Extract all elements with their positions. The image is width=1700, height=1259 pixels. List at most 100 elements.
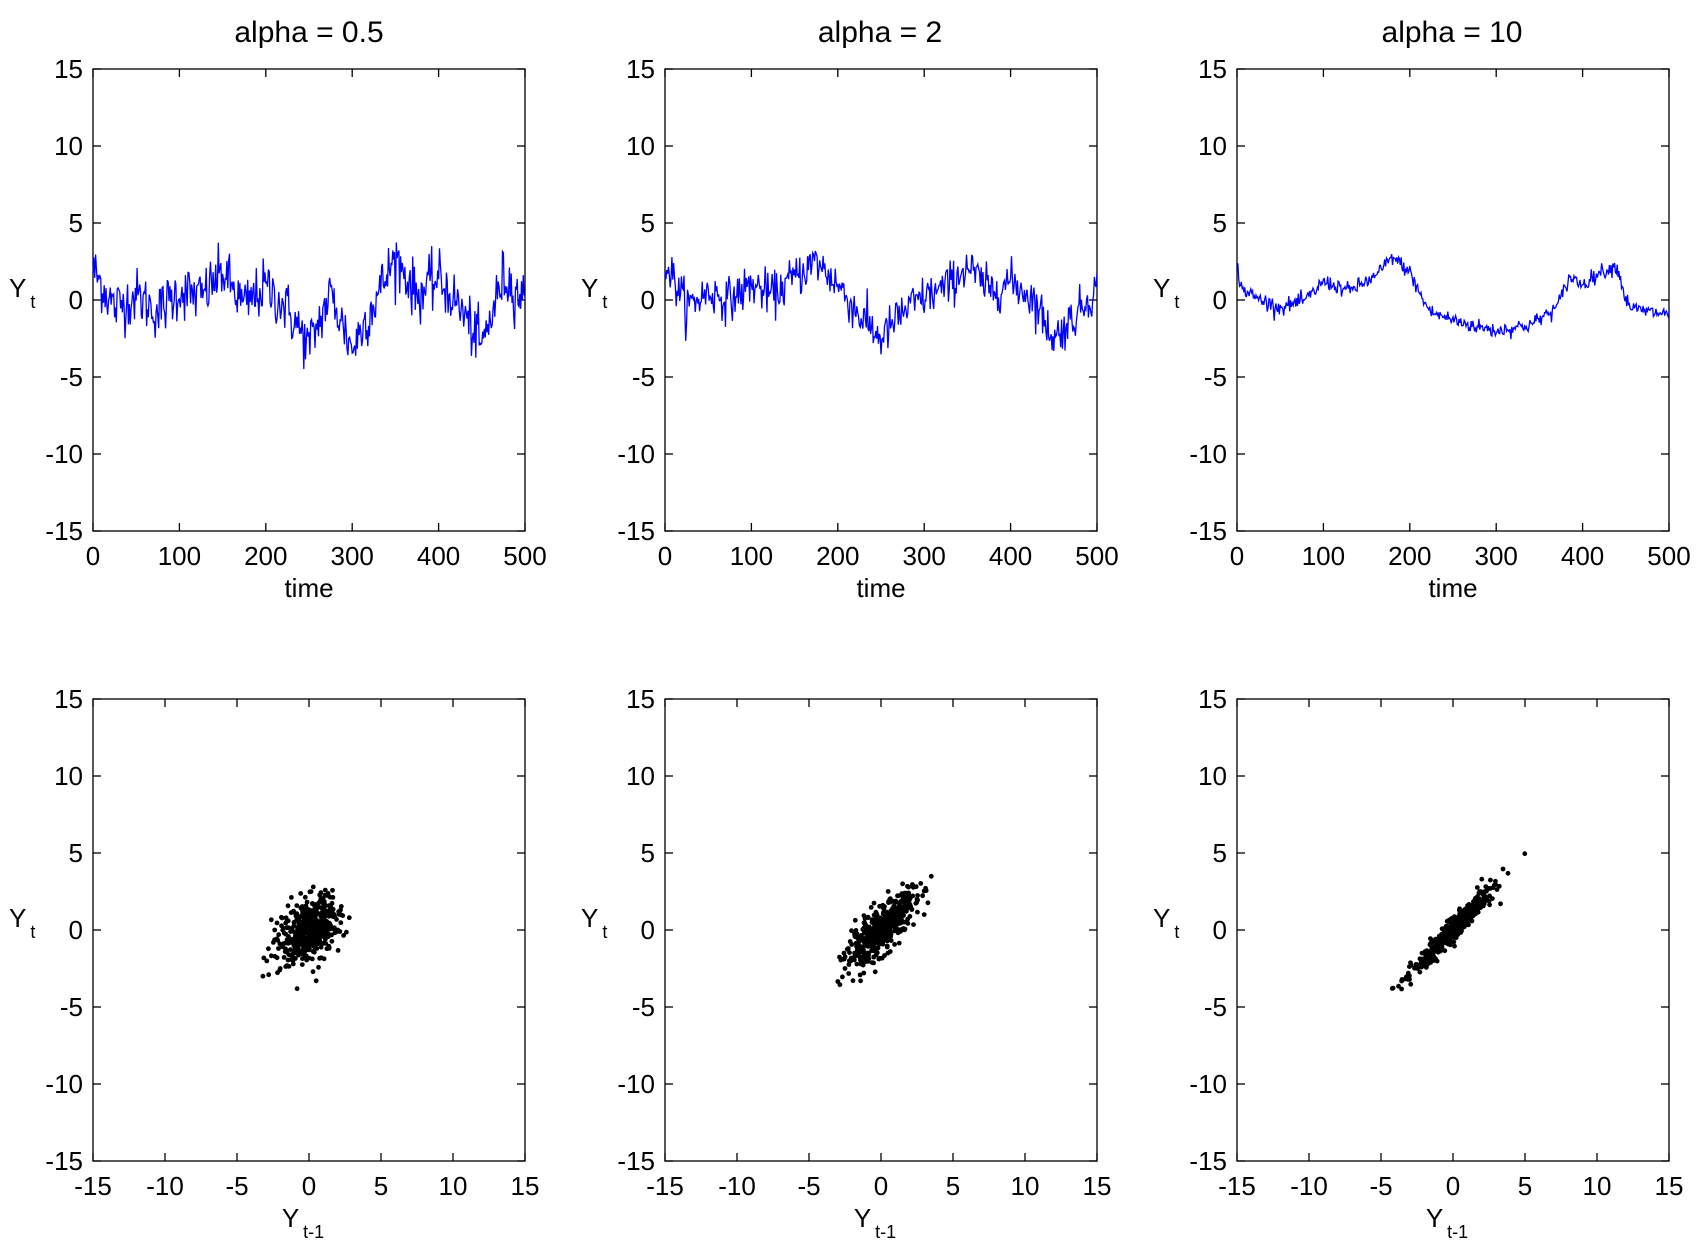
scatter-point — [274, 936, 280, 942]
scatter-point — [925, 900, 931, 906]
scatter-point — [865, 914, 871, 920]
x-tick-label: 5 — [1518, 1171, 1532, 1201]
y-tick-label: 0 — [69, 285, 83, 315]
scatter-point — [283, 931, 289, 937]
scatter-point — [294, 986, 300, 992]
scatter-point — [289, 895, 294, 900]
scatter-point — [894, 918, 899, 924]
scatter-point — [303, 953, 309, 959]
y-tick-label: -5 — [1204, 992, 1227, 1022]
scatter-point — [1390, 985, 1396, 991]
scatter-point — [329, 900, 335, 906]
scatter-point — [1474, 885, 1480, 890]
x-tick-label: 0 — [1230, 541, 1244, 571]
scatter-point — [274, 920, 280, 926]
scatter-point — [310, 884, 316, 890]
x-tick-label: -15 — [74, 1171, 112, 1201]
scatter-point — [313, 923, 319, 929]
x-tick-label: 5 — [946, 1171, 960, 1201]
scatter-point — [326, 946, 332, 951]
scatter-point — [852, 917, 858, 923]
scatter-point — [304, 922, 310, 928]
scatter-point — [282, 949, 288, 954]
scatter-point — [846, 962, 852, 967]
scatter-point — [906, 884, 911, 890]
scatter-point — [1460, 925, 1466, 930]
scatter-point — [1475, 897, 1480, 903]
scatter-point — [271, 940, 276, 945]
y-tick-label: 5 — [1213, 838, 1227, 868]
scatter-point — [335, 948, 341, 953]
x-tick-label: 10 — [439, 1171, 468, 1201]
scatter-point — [1487, 902, 1492, 908]
scatter-point — [880, 932, 886, 937]
scatter-point — [272, 953, 278, 959]
scatter-point — [910, 893, 916, 899]
scatter-point — [299, 904, 305, 910]
scatter-point — [840, 974, 845, 980]
y-tick-label: -5 — [1204, 362, 1227, 392]
scatter-point — [873, 922, 878, 927]
x-tick-label: -10 — [146, 1171, 184, 1201]
y-tick-label: 0 — [69, 915, 83, 945]
y-tick-label: -15 — [1189, 1146, 1227, 1176]
scatter-point — [1432, 937, 1438, 942]
scatter-point — [918, 881, 924, 886]
x-tick-label: -15 — [1218, 1171, 1256, 1201]
scatter-point — [276, 946, 281, 951]
scatter-point — [317, 955, 322, 961]
y-tick-label: 5 — [69, 838, 83, 868]
scatter-point — [920, 893, 925, 899]
scatter-point — [857, 943, 862, 948]
scatter-point — [295, 942, 301, 947]
scatter-point — [900, 881, 905, 887]
x-tick-label: 500 — [1075, 541, 1118, 571]
scatter-point — [314, 933, 320, 938]
scatter-point — [300, 956, 305, 962]
scatter-point — [286, 963, 292, 969]
scatter-point — [1469, 911, 1475, 917]
scatter-point — [318, 944, 324, 950]
series-line — [1236, 254, 1670, 340]
panel-title-3: alpha = 10 — [1382, 16, 1523, 49]
y-tick-label: 10 — [54, 131, 83, 161]
y-tick-label: 10 — [626, 131, 655, 161]
scatter-point — [846, 958, 852, 964]
scatter-point — [859, 949, 864, 955]
scatter-point — [890, 898, 896, 904]
scatter-point — [285, 925, 291, 930]
x-tick-label: 400 — [989, 541, 1032, 571]
scatter-point — [291, 943, 297, 949]
scatter-point — [869, 931, 874, 937]
scatter-point — [872, 938, 878, 944]
x-tick-label: -5 — [1369, 1171, 1392, 1201]
scatter-point — [1433, 956, 1438, 962]
scatter-point — [900, 897, 906, 903]
x-axis-label: time — [1428, 573, 1477, 603]
scatter-point — [323, 941, 329, 946]
x-tick-label: 500 — [1647, 541, 1690, 571]
scatter-point — [1469, 918, 1475, 924]
scatter-point — [316, 964, 321, 970]
scatter-point — [1475, 894, 1480, 900]
scatter-point — [1479, 876, 1485, 882]
scatter-point — [302, 894, 308, 900]
scatter-point — [1424, 956, 1430, 962]
x-tick-label: 300 — [903, 541, 946, 571]
scatter-point — [1444, 935, 1450, 941]
scatter-point — [318, 895, 324, 901]
scatter-point — [876, 941, 882, 947]
scatter-point — [1405, 970, 1411, 976]
scatter-point — [288, 929, 293, 934]
scatter-point — [313, 978, 319, 984]
scatter-point — [1448, 927, 1454, 932]
scatter-point — [296, 920, 302, 926]
scatter-point — [896, 940, 902, 946]
y-tick-label: 15 — [626, 54, 655, 84]
scatter-point — [868, 905, 874, 910]
scatter-point — [322, 892, 328, 898]
scatter-point — [322, 887, 328, 893]
